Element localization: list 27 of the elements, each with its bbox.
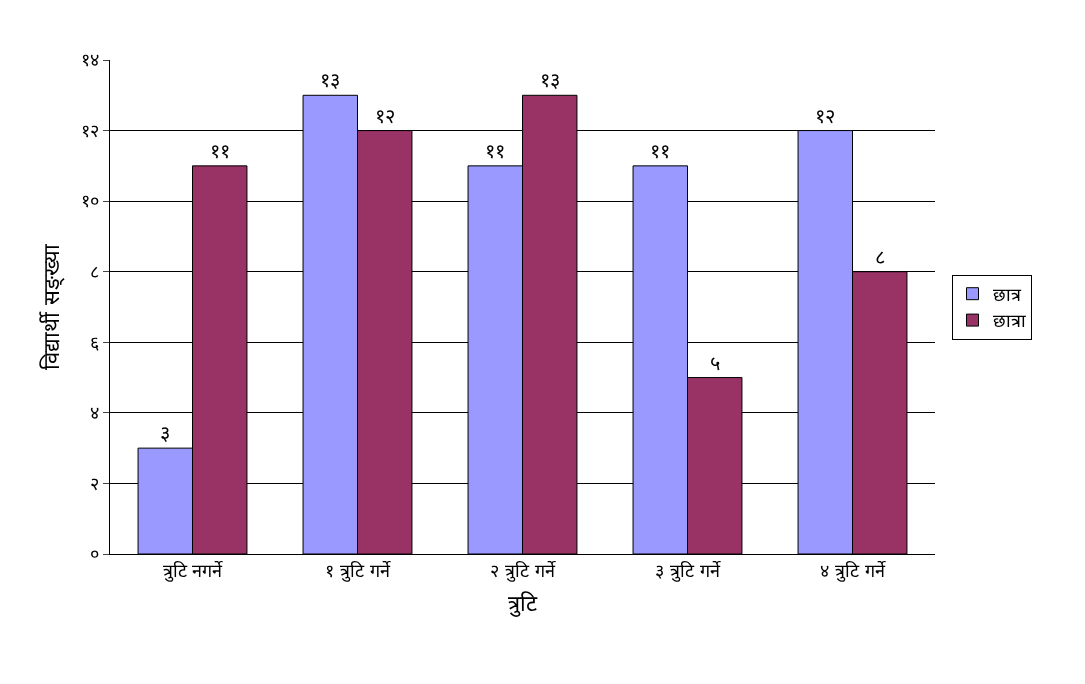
data-label: १३	[320, 68, 341, 93]
legend-label: छात्रा	[992, 310, 1026, 332]
x-axis-title: त्रुटि	[508, 591, 538, 618]
x-tick-label: ४ त्रुटि गर्ने	[820, 559, 886, 582]
y-tick-label: ०	[90, 543, 100, 565]
data-label: ११	[485, 138, 506, 163]
y-tick-label: ६	[90, 331, 100, 353]
x-tick-label: १ त्रुटि गर्ने	[325, 559, 391, 582]
legend-label: छात्र	[992, 283, 1022, 305]
y-axis-title: विद्यार्थी सङ्ख्या	[39, 244, 66, 370]
data-label: ५	[709, 350, 720, 375]
data-label: १३	[539, 68, 560, 93]
y-tick-label: २	[90, 472, 100, 494]
data-label: ३	[160, 421, 171, 446]
data-label: ८	[874, 244, 885, 269]
data-label: १२	[374, 103, 395, 128]
y-tick-label: १४	[81, 49, 100, 71]
data-label: ११	[209, 138, 230, 163]
y-tick-label: ८	[90, 261, 100, 283]
data-label: १२	[815, 103, 836, 128]
data-label: ११	[650, 138, 671, 163]
x-tick-label: २ त्रुटि गर्ने	[490, 559, 556, 582]
y-tick-label: १२	[81, 119, 100, 141]
y-tick-label: ४	[90, 402, 100, 424]
x-tick-label: त्रुटि नगर्ने	[162, 559, 224, 582]
y-tick-label: १०	[81, 190, 100, 212]
x-tick-label: ३ त्रुटि गर्ने	[655, 559, 721, 582]
